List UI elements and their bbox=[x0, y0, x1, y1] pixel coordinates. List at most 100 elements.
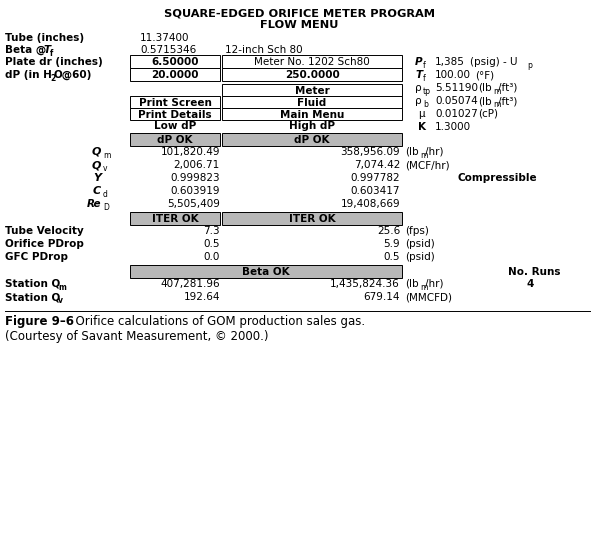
Text: ITER OK: ITER OK bbox=[152, 214, 198, 224]
Text: High dP: High dP bbox=[289, 121, 335, 131]
Bar bbox=[130, 212, 220, 225]
Text: 0.5: 0.5 bbox=[383, 252, 400, 262]
Text: v: v bbox=[58, 296, 63, 305]
Text: Meter: Meter bbox=[295, 86, 329, 96]
Text: ρ: ρ bbox=[415, 83, 422, 93]
Bar bbox=[222, 55, 402, 68]
Text: Print Screen: Print Screen bbox=[138, 98, 211, 108]
Text: ρ: ρ bbox=[415, 96, 422, 106]
Text: SQUARE-EDGED ORIFICE METER PROGRAM: SQUARE-EDGED ORIFICE METER PROGRAM bbox=[164, 8, 434, 18]
Text: d: d bbox=[103, 190, 108, 199]
Text: Y: Y bbox=[93, 173, 101, 183]
Text: FLOW MENU: FLOW MENU bbox=[260, 20, 338, 30]
Text: 1.3000: 1.3000 bbox=[435, 122, 471, 132]
Text: Beta OK: Beta OK bbox=[242, 267, 290, 277]
Text: (MCF/hr): (MCF/hr) bbox=[405, 160, 450, 170]
Text: m: m bbox=[420, 283, 427, 292]
Text: 6.50000: 6.50000 bbox=[152, 57, 199, 67]
Text: Print Details: Print Details bbox=[138, 110, 212, 120]
Text: dP (in H: dP (in H bbox=[5, 70, 52, 80]
Text: f: f bbox=[50, 49, 53, 58]
Bar bbox=[130, 133, 220, 146]
Bar bbox=[222, 212, 402, 225]
Text: dP OK: dP OK bbox=[294, 135, 330, 145]
Text: (psid): (psid) bbox=[405, 239, 435, 249]
Text: (MMCFD): (MMCFD) bbox=[405, 292, 452, 302]
Text: Plate dr (inches): Plate dr (inches) bbox=[5, 57, 103, 67]
Text: Beta @: Beta @ bbox=[5, 45, 50, 55]
Text: (Courtesy of Savant Measurement, © 2000.): (Courtesy of Savant Measurement, © 2000.… bbox=[5, 330, 268, 343]
Text: 0.603417: 0.603417 bbox=[350, 186, 400, 196]
Text: 358,956.09: 358,956.09 bbox=[340, 147, 400, 157]
Text: v: v bbox=[103, 164, 107, 173]
Text: m: m bbox=[493, 100, 500, 109]
Text: 100.00: 100.00 bbox=[435, 70, 471, 80]
Text: 407,281.96: 407,281.96 bbox=[161, 279, 220, 289]
Text: Orifice PDrop: Orifice PDrop bbox=[5, 239, 84, 249]
Text: 2: 2 bbox=[50, 74, 55, 83]
Text: (cP): (cP) bbox=[478, 109, 498, 119]
Text: 2,006.71: 2,006.71 bbox=[174, 160, 220, 170]
Text: 1,385: 1,385 bbox=[435, 57, 465, 67]
Text: 0.999823: 0.999823 bbox=[170, 173, 220, 183]
Bar bbox=[222, 108, 402, 120]
Bar bbox=[222, 68, 402, 81]
Text: /hr): /hr) bbox=[425, 279, 443, 289]
Text: 679.14: 679.14 bbox=[364, 292, 400, 302]
Text: Figure 9–6: Figure 9–6 bbox=[5, 315, 74, 328]
Text: 7,074.42: 7,074.42 bbox=[353, 160, 400, 170]
Text: m: m bbox=[493, 87, 500, 96]
Bar bbox=[130, 96, 220, 108]
Text: 0.5: 0.5 bbox=[204, 239, 220, 249]
Text: T: T bbox=[44, 45, 51, 55]
Text: (lb: (lb bbox=[478, 96, 492, 106]
Text: tp: tp bbox=[423, 87, 431, 96]
Text: Orifice calculations of GOM production sales gas.: Orifice calculations of GOM production s… bbox=[68, 315, 365, 328]
Text: m: m bbox=[103, 151, 110, 160]
Text: 1,435,824.36: 1,435,824.36 bbox=[330, 279, 400, 289]
Text: (lb: (lb bbox=[405, 147, 419, 157]
Text: f: f bbox=[423, 61, 426, 70]
Text: (lb: (lb bbox=[405, 279, 419, 289]
Text: 0.603919: 0.603919 bbox=[171, 186, 220, 196]
Text: Station Q: Station Q bbox=[5, 279, 60, 289]
Text: /ft³): /ft³) bbox=[498, 83, 518, 93]
Text: 4: 4 bbox=[527, 279, 534, 289]
Text: /hr): /hr) bbox=[425, 147, 443, 157]
Text: 25.6: 25.6 bbox=[377, 226, 400, 236]
Bar bbox=[130, 265, 402, 278]
Text: μ: μ bbox=[418, 109, 425, 119]
Text: Meter No. 1202 Sch80: Meter No. 1202 Sch80 bbox=[254, 57, 370, 67]
Text: 11.37400: 11.37400 bbox=[140, 33, 189, 43]
Text: Q: Q bbox=[92, 147, 101, 157]
Text: 5.51190: 5.51190 bbox=[435, 83, 478, 93]
Text: O@60): O@60) bbox=[54, 70, 92, 80]
Text: m: m bbox=[420, 151, 427, 160]
Text: (psid): (psid) bbox=[405, 252, 435, 262]
Text: D: D bbox=[103, 203, 109, 212]
Bar bbox=[130, 55, 220, 68]
Text: (lb: (lb bbox=[478, 83, 492, 93]
Text: /ft³): /ft³) bbox=[498, 96, 518, 106]
Text: 250.0000: 250.0000 bbox=[285, 70, 340, 80]
Text: p: p bbox=[527, 61, 532, 70]
Bar bbox=[222, 96, 402, 108]
Text: Main Menu: Main Menu bbox=[280, 110, 344, 120]
Text: 0.5715346: 0.5715346 bbox=[140, 45, 196, 55]
Text: Station Q: Station Q bbox=[5, 292, 60, 302]
Text: GFC PDrop: GFC PDrop bbox=[5, 252, 68, 262]
Text: 0.05074: 0.05074 bbox=[435, 96, 478, 106]
Bar bbox=[130, 108, 220, 120]
Text: Tube Velocity: Tube Velocity bbox=[5, 226, 84, 236]
Text: 5.9: 5.9 bbox=[383, 239, 400, 249]
Text: 19,408,669: 19,408,669 bbox=[340, 199, 400, 209]
Text: 12-inch Sch 80: 12-inch Sch 80 bbox=[225, 45, 302, 55]
Text: P: P bbox=[415, 57, 423, 67]
Text: (psig) - U: (psig) - U bbox=[470, 57, 518, 67]
Text: 0.997782: 0.997782 bbox=[350, 173, 400, 183]
Text: Re: Re bbox=[86, 199, 101, 209]
Text: (°F): (°F) bbox=[475, 70, 494, 80]
Text: b: b bbox=[423, 100, 428, 109]
Text: (fps): (fps) bbox=[405, 226, 429, 236]
Text: T: T bbox=[415, 70, 422, 80]
